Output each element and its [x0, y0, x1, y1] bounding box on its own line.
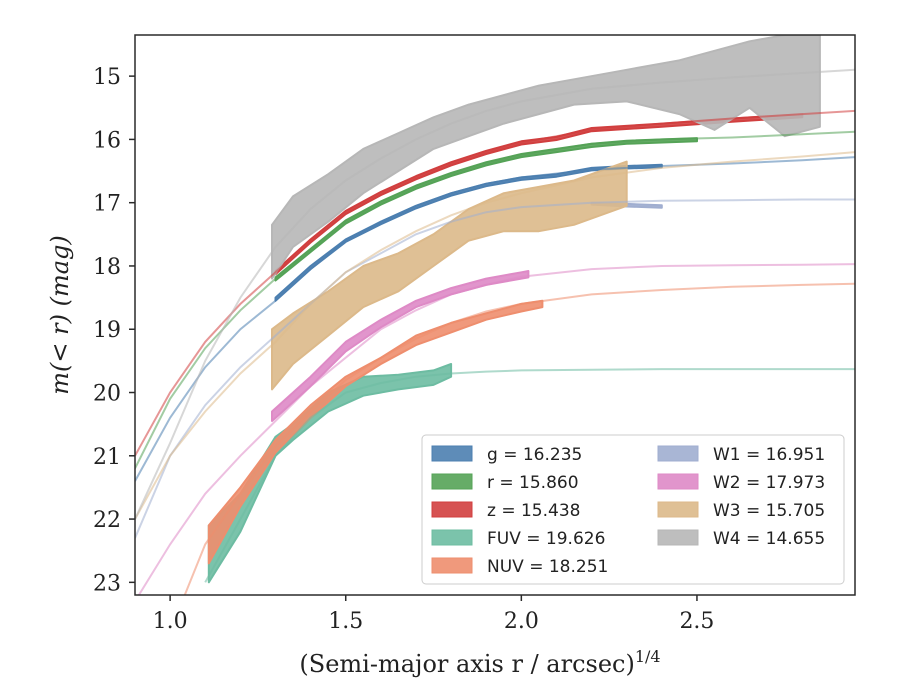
legend-swatch-w2 — [657, 473, 699, 490]
legend-frame — [421, 434, 845, 585]
legend-swatch-nuv — [431, 557, 473, 574]
legend: g = 16.235 r = 15.860 z = 15.438 FUV = 19.6… — [421, 434, 845, 585]
series-w4-model-line — [135, 68, 855, 520]
legend-swatch-g — [431, 445, 473, 462]
legend-swatch-w1 — [657, 445, 699, 462]
y-tick-label: 23 — [93, 571, 121, 596]
legend-label-w1: W1 = 16.951 — [713, 445, 825, 465]
series-model-lines — [135, 68, 855, 595]
legend-label-g: g = 16.235 — [487, 445, 582, 465]
legend-swatch-r — [431, 473, 473, 490]
x-tick-label: 1.0 — [153, 609, 188, 634]
x-axis: 1.0 1.5 2.0 2.5 — [153, 595, 714, 634]
y-tick-label: 20 — [93, 382, 121, 407]
legend-label-w2: W2 = 17.973 — [713, 473, 825, 493]
legend-label-z: z = 15.438 — [487, 501, 580, 521]
x-axis-label-exponent: 1/4 — [635, 647, 661, 666]
y-tick-label: 22 — [93, 508, 121, 533]
series-z-model-line — [135, 109, 855, 457]
y-tick-label: 19 — [93, 318, 121, 343]
series-w3-model-line — [135, 151, 855, 520]
series-nuv-model-line — [183, 282, 855, 595]
series-r-model-line — [135, 130, 855, 469]
legend-swatch-z — [431, 501, 473, 518]
series-w4-band — [271, 35, 821, 280]
legend-swatch-w4 — [657, 529, 699, 546]
x-tick-label: 2.5 — [679, 609, 714, 634]
y-axis: 15 16 17 18 19 20 21 22 23 — [93, 65, 135, 596]
y-tick-label: 18 — [93, 255, 121, 280]
legend-label-nuv: NUV = 18.251 — [487, 557, 608, 577]
legend-label-r: r = 15.860 — [487, 473, 579, 493]
legend-swatch-w3 — [657, 501, 699, 518]
x-tick-label: 2.0 — [504, 609, 539, 634]
series-w2-model-line — [137, 263, 855, 595]
plot-frame — [134, 34, 856, 596]
series-w1-model-line — [135, 198, 855, 539]
series-w3-band — [271, 160, 628, 391]
series-fuv-model-line — [204, 368, 855, 583]
legend-swatch-fuv — [431, 529, 473, 546]
y-tick-label: 16 — [93, 128, 121, 153]
series-r-band — [274, 137, 698, 282]
y-axis-label: m(< r) (mag) — [46, 235, 74, 394]
x-tick-label: 1.5 — [328, 609, 363, 634]
y-tick-label: 15 — [93, 65, 121, 90]
y-tick-label: 21 — [93, 445, 121, 470]
legend-label-fuv: FUV = 19.626 — [487, 529, 605, 549]
x-axis-label-text: (Semi-major axis r / arcsec) — [299, 650, 634, 678]
x-axis-label: (Semi-major axis r / arcsec)1/4 — [299, 647, 660, 678]
y-tick-label: 17 — [93, 192, 121, 217]
series-w2-band — [271, 270, 530, 422]
legend-label-w4: W4 = 14.655 — [713, 529, 825, 549]
legend-label-w3: W3 = 15.705 — [713, 501, 825, 521]
